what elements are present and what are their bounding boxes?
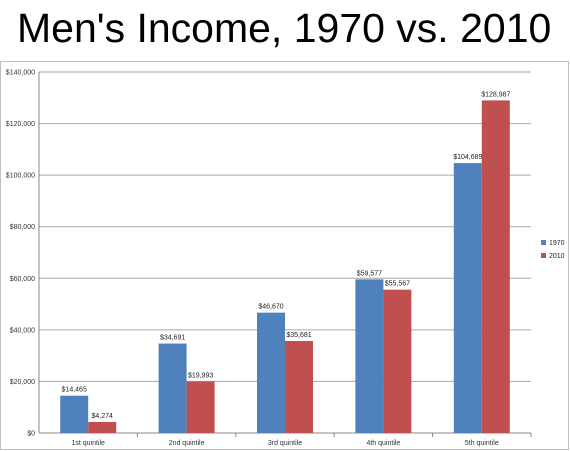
data-label: $4,274	[91, 413, 113, 420]
x-tick-label: 4th quintile	[366, 440, 400, 447]
y-tick-label: $140,000	[6, 70, 35, 77]
data-label: $35,681	[286, 332, 311, 339]
y-tick-label: $40,000	[10, 327, 35, 334]
bar-1970	[257, 312, 285, 433]
bar-1970	[60, 395, 89, 433]
bar-2010	[186, 381, 215, 433]
y-tick-label: $80,000	[10, 224, 35, 231]
y-tick-label: $60,000	[10, 276, 35, 283]
chart-frame: $0 $20,000 $40,000 $60,000 $80,000 $100,000 $1…	[0, 61, 569, 450]
data-label: $128,987	[481, 91, 510, 98]
data-label: $46,670	[258, 304, 283, 311]
y-tick-label: $120,000	[6, 121, 35, 128]
bar-2010	[88, 421, 117, 433]
bar-2010	[481, 100, 510, 433]
legend-label: 2010	[549, 253, 565, 260]
legend-swatch-2010	[541, 253, 546, 258]
data-label: $19,993	[188, 372, 213, 379]
y-tick-label: $0	[27, 431, 35, 438]
bar-1970	[453, 163, 482, 433]
bar-1970	[355, 279, 384, 433]
x-tick-label: 2nd quintile	[169, 440, 205, 447]
x-tick-label: 5th quintile	[465, 440, 499, 447]
data-label: $59,577	[357, 270, 382, 277]
bar-2010	[285, 340, 313, 433]
x-tick-label: 3rd quintile	[268, 440, 302, 447]
data-label: $55,567	[385, 281, 410, 288]
bar-2010	[383, 289, 412, 433]
y-tick-label: $20,000	[10, 379, 35, 386]
page-title: Men's Income, 1970 vs. 2010	[17, 5, 552, 51]
y-tick-label: $100,000	[6, 173, 35, 180]
x-tick-label: 1st quintile	[71, 440, 105, 447]
legend-swatch-1970	[541, 240, 546, 245]
legend-label: 1970	[549, 240, 565, 247]
data-label: $104,689	[453, 154, 482, 161]
data-label: $14,465	[62, 387, 87, 394]
bar-1970	[158, 343, 187, 433]
data-label: $34,691	[160, 335, 185, 342]
bar-chart: $0 $20,000 $40,000 $60,000 $80,000 $100,000 $1…	[6, 70, 565, 448]
